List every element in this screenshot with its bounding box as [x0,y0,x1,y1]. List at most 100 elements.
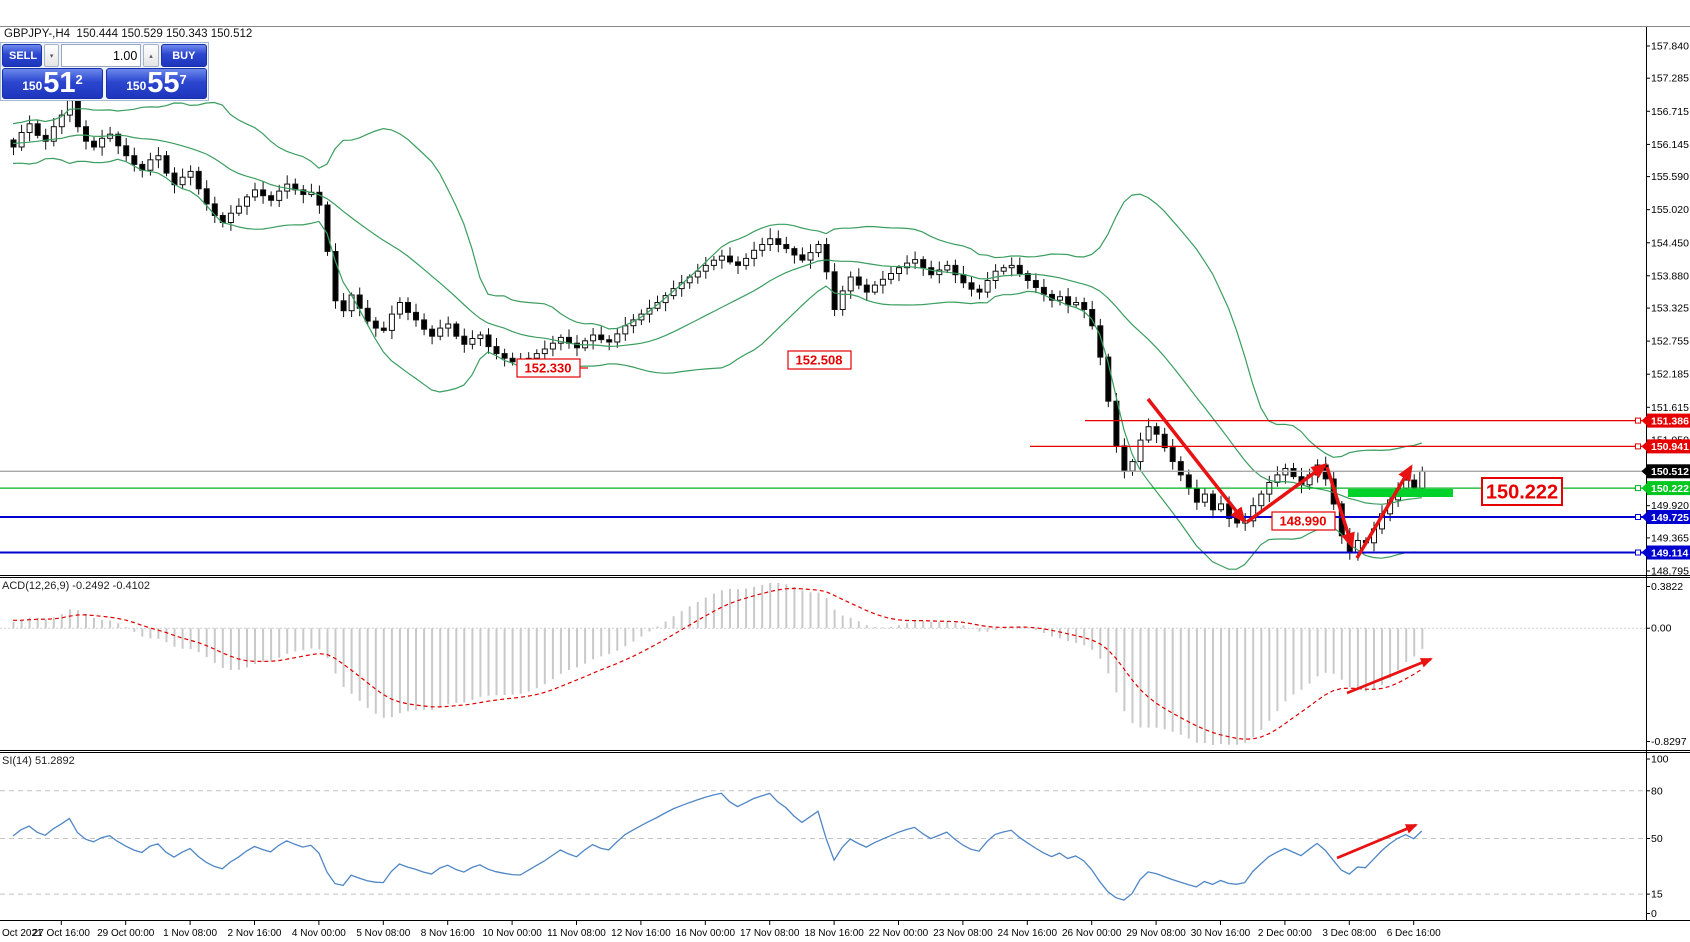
trend-arrows[interactable] [1146,397,1413,559]
macd-pane [0,583,1646,745]
svg-text:149.920: 149.920 [1651,500,1689,512]
svg-text:157.285: 157.285 [1651,73,1689,85]
date-label: 3 Dec 08:00 [1322,928,1376,939]
date-label: 1 Nov 08:00 [163,928,217,939]
date-label: 5 Nov 08:00 [356,928,410,939]
date-label: 2 Nov 16:00 [228,928,282,939]
date-label: 29 Oct 00:00 [97,928,155,939]
svg-text:152.508: 152.508 [796,353,843,368]
svg-text:155.020: 155.020 [1651,204,1689,216]
date-label: 8 Nov 16:00 [421,928,475,939]
date-label: 16 Nov 00:00 [676,928,736,939]
svg-text:153.880: 153.880 [1651,270,1689,282]
date-label: 27 Oct 16:00 [33,928,91,939]
date-label: 4 Nov 00:00 [292,928,346,939]
date-label: 24 Nov 16:00 [998,928,1058,939]
volume-decrease-button[interactable]: ▾ [44,44,60,67]
svg-text:152.755: 152.755 [1651,336,1689,348]
rsi-scale-label: 15 [1651,889,1663,901]
macd-scale-label: 0.3822 [1651,581,1683,593]
sell-price-main: 51 [43,67,76,99]
svg-text:149.365: 149.365 [1651,532,1689,544]
chart-ohlc-title: GBPJPY-,H4 150.444 150.529 150.343 150.5… [4,28,253,40]
sell-price-prefix: 150 [22,79,43,93]
date-label: 18 Nov 16:00 [804,928,864,939]
price-axis[interactable]: 157.840 157.285 156.715 156.145 155.590 155.0… [1641,27,1690,920]
date-edge-label: Oct 2021 [2,928,43,939]
axis-price-badge [1647,510,1690,524]
green-zone-rectangle[interactable] [1348,489,1453,497]
axis-price-badge [1647,545,1690,560]
macd-scale-label: 0.00 [1651,623,1672,635]
svg-text:154.450: 154.450 [1651,237,1689,249]
date-label: 23 Nov 08:00 [933,928,993,939]
line-handle[interactable] [1635,485,1641,492]
svg-text:151.615: 151.615 [1651,402,1689,414]
rsi-pane [0,790,1646,901]
volume-increase-button[interactable]: ▴ [143,44,159,67]
date-label: 17 Nov 08:00 [740,928,800,939]
svg-text:150.512: 150.512 [1651,466,1689,478]
rsi-indicator-label: SI(14) 51.2892 [2,755,75,767]
buy-button[interactable]: BUY [160,44,208,67]
line-handle[interactable] [1635,549,1641,556]
buy-price-main: 55 [147,67,180,99]
horizontal-level-lines[interactable] [0,417,1646,556]
line-handle[interactable] [1635,417,1641,424]
pane-separators[interactable] [0,26,1690,921]
date-label: 30 Nov 16:00 [1191,928,1251,939]
main-pane [0,87,1646,570]
macd-signal-line [13,587,1423,740]
rsi-line [12,792,1423,901]
rsi-scale-label: 100 [1651,754,1669,766]
date-label: 22 Nov 00:00 [869,928,929,939]
svg-text:153.325: 153.325 [1651,303,1689,315]
sell-price-button[interactable]: 150 51 2 [2,68,103,99]
buy-price-prefix: 150 [126,79,147,93]
line-handle[interactable] [1635,514,1641,520]
svg-text:152.330: 152.330 [525,361,572,376]
rsi-scale-label: 0 [1651,908,1657,920]
macd-indicator-label: ACD(12,26,9) -0.2492 -0.4102 [2,580,150,592]
svg-text:149.725: 149.725 [1651,512,1689,524]
svg-text:150.941: 150.941 [1651,441,1689,453]
rsi-scale-label: 50 [1651,833,1663,845]
date-label: 11 Nov 08:00 [547,928,606,939]
date-label: 26 Nov 00:00 [1062,928,1122,939]
date-label: 10 Nov 00:00 [482,928,542,939]
macd-scale-label: -0.8297 [1651,736,1687,748]
svg-text:150.222: 150.222 [1651,483,1689,495]
rsi-trend-arrow[interactable] [1336,823,1418,860]
sell-price-pip: 2 [75,72,83,87]
svg-text:150.222: 150.222 [1486,482,1558,504]
price-callout-labels[interactable]: 152.330 152.508 148.990 150.222 [516,350,1563,531]
svg-text:152.185: 152.185 [1651,369,1689,381]
svg-text:148.990: 148.990 [1280,514,1327,529]
svg-text:156.715: 156.715 [1651,106,1689,118]
svg-text:157.840: 157.840 [1651,41,1689,53]
svg-text:156.145: 156.145 [1651,139,1689,151]
date-label: 6 Dec 16:00 [1387,928,1441,939]
sell-button[interactable]: SELL [2,44,42,67]
rsi-scale-label: 80 [1651,785,1663,797]
axis-price-badge [1647,413,1690,428]
svg-text:155.590: 155.590 [1651,171,1689,183]
line-handle[interactable] [1635,443,1641,450]
axis-price-badge [1647,439,1690,454]
axis-price-badge [1647,481,1690,496]
big-price-callout[interactable] [1481,477,1563,506]
buy-price-pip: 7 [179,72,187,87]
svg-text:149.114: 149.114 [1651,547,1689,559]
svg-text:151.386: 151.386 [1651,415,1689,427]
volume-input[interactable] [61,44,142,67]
buy-price-button[interactable]: 150 55 7 [106,68,207,99]
bollinger-bands [12,101,1422,570]
date-label: 12 Nov 16:00 [611,928,671,939]
macd-trend-arrow[interactable] [1346,657,1433,695]
axis-price-badge [1647,464,1690,479]
date-label: 2 Dec 00:00 [1258,928,1312,939]
